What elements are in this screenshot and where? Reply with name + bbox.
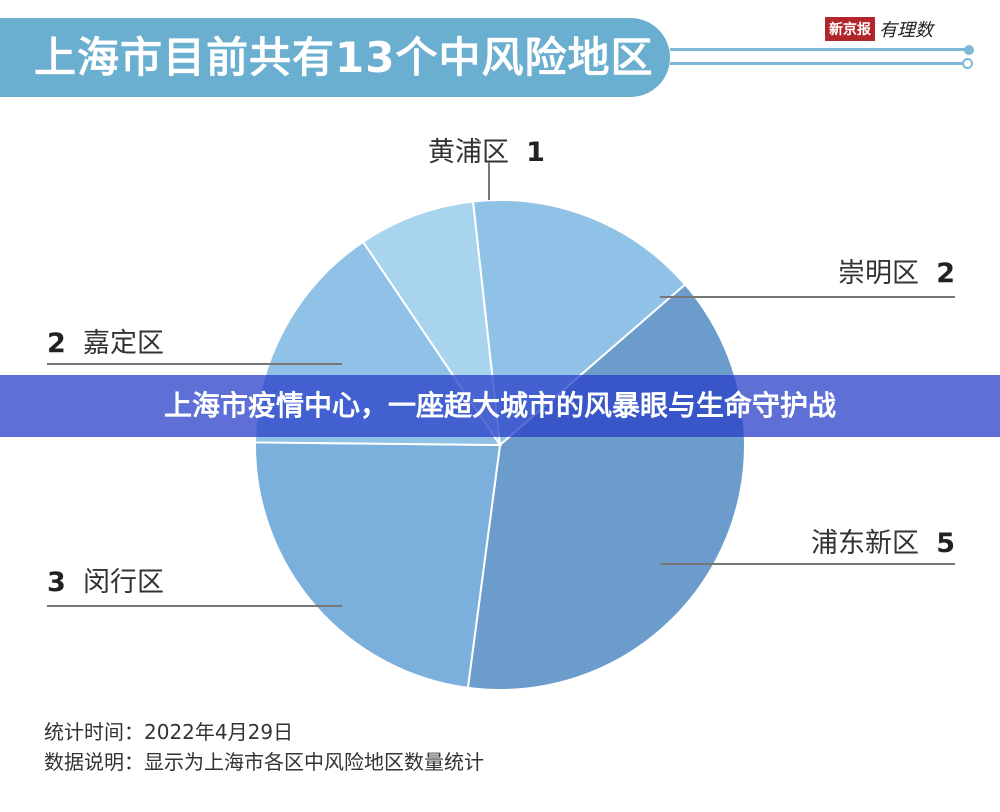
time-value: 2022年4月29日 — [144, 720, 294, 744]
label-value: 2 — [936, 258, 955, 289]
chart-title: 上海市目前共有13个中风险地区 — [34, 33, 654, 82]
label-value: 5 — [936, 528, 955, 559]
decor-line — [670, 48, 968, 51]
label-jiading: 2 嘉定区 — [47, 321, 164, 360]
leader-line — [47, 363, 342, 365]
leader-line — [660, 296, 955, 298]
leader-line — [488, 162, 490, 200]
label-value: 1 — [526, 137, 545, 168]
pie-slice-3 — [254, 441, 502, 690]
overlay-banner — [0, 375, 1000, 437]
label-value: 3 — [47, 567, 66, 598]
overlay-banner-text: 上海市疫情中心，一座超大城市的风暴眼与生命守护战 — [163, 389, 836, 422]
note-label: 数据说明： — [44, 750, 144, 774]
logo-brand: 新京报 — [825, 17, 875, 41]
label-name: 崇明区 — [838, 258, 920, 289]
label-name: 黄浦区 — [428, 137, 509, 168]
footer-note: 数据说明：显示为上海市各区中风险地区数量统计 — [44, 746, 484, 775]
decor-line — [670, 62, 962, 65]
decor-dot — [964, 45, 974, 55]
publisher-logo: 新京报 有理数 — [825, 16, 933, 42]
leader-line — [47, 605, 342, 607]
decor-dot — [962, 58, 973, 69]
title-banner — [0, 18, 670, 97]
label-minhang: 3 闵行区 — [47, 560, 164, 599]
note-value: 显示为上海市各区中风险地区数量统计 — [144, 750, 484, 774]
footer-time: 统计时间：2022年4月29日 — [44, 716, 293, 745]
label-name: 浦东新区 — [811, 528, 920, 559]
label-pudong: 浦东新区 5 — [811, 521, 955, 560]
logo-sub: 有理数 — [879, 20, 933, 41]
label-chongming: 崇明区 2 — [838, 251, 955, 290]
leader-line — [660, 563, 955, 565]
label-name: 嘉定区 — [82, 328, 164, 359]
time-label: 统计时间： — [44, 720, 144, 744]
label-huangpu: 黄浦区 1 — [428, 130, 545, 169]
label-value: 2 — [47, 328, 66, 359]
label-name: 闵行区 — [82, 567, 164, 598]
